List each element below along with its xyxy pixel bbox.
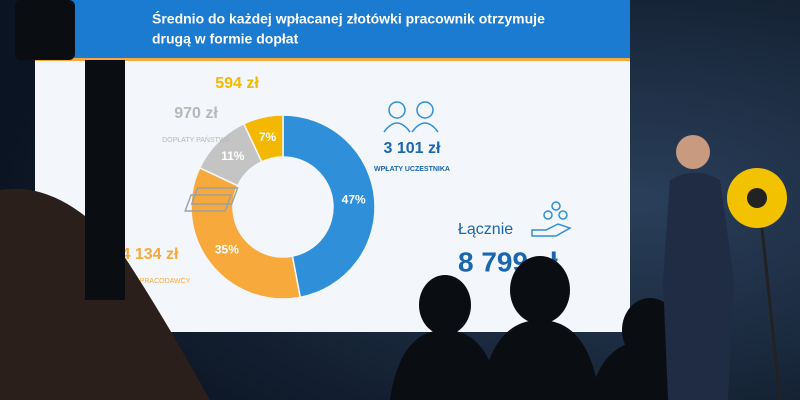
callout-caption: DOPŁATY PAŃSTWA [162,135,230,144]
segment-label: 47% [342,192,366,206]
callout-amount: 970 zł [174,105,218,122]
slide-title: Średnio do każdej wpłacanej złotówki pra… [152,10,545,27]
segment-label: 11% [221,149,245,163]
callout-amount: 594 zł [215,75,259,92]
segment-label: 35% [215,243,239,257]
donut-segment [190,166,302,300]
callout-amount: 3 101 zł [384,140,441,157]
donut-segment [242,114,284,163]
segment-label: 7% [259,130,277,144]
header-rule [35,58,630,61]
people-icon [383,101,439,133]
donut-segment [282,114,376,299]
speaker [663,135,734,400]
money-icon [184,187,239,212]
callout-caption: WPŁATY PRACODAWCY [110,278,191,285]
donut-chart: 47% 35% 11% 7% [190,114,376,300]
slide-header [35,0,630,58]
callout-caption: WPŁATY UCZESTNIKA [374,166,450,173]
lamp [727,168,787,400]
slide-title: drugą w formie dopłat [152,31,299,47]
total-label: Łącznie [458,221,513,238]
coins-icon [531,201,572,237]
callout-amount: 4 134 zł [122,246,179,263]
audience-silhouettes [0,0,710,400]
